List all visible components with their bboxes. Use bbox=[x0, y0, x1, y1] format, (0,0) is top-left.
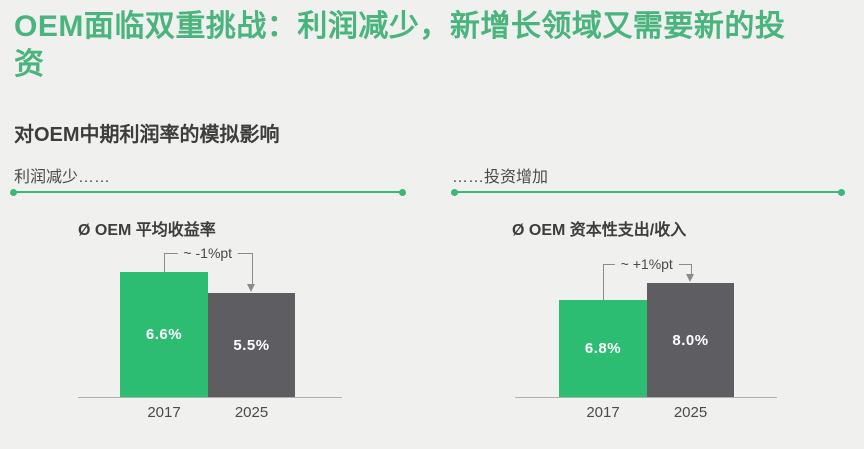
annotation-bracket-left-leg bbox=[603, 264, 604, 300]
divider-dot-right bbox=[399, 188, 406, 196]
annotation-bracket-left-leg bbox=[164, 253, 165, 272]
bar-2025: 8.0% bbox=[647, 283, 734, 397]
arrow-down-icon bbox=[686, 274, 694, 282]
chart-title-average-margin: Ø OEM 平均收益率 bbox=[78, 222, 216, 239]
annotation-label: ~ -1%pt bbox=[177, 244, 239, 262]
arrow-down-icon bbox=[247, 284, 255, 292]
divider-dot-left bbox=[451, 188, 458, 196]
x-axis-label-2025: 2025 bbox=[234, 404, 269, 421]
slide-subtitle: 对OEM中期利润率的模拟影响 bbox=[14, 124, 280, 146]
page-title: OEM面临双重挑战：利润减少，新增长领域又需要新的投资 bbox=[14, 10, 786, 81]
bar-value-label: 5.5% bbox=[233, 336, 270, 354]
section-label-profit-decline: 利润减少…… bbox=[14, 169, 111, 186]
bar-chart-average-margin: 6.6% 5.5% ~ -1%pt 2017 2025 bbox=[78, 244, 342, 421]
panel-investment-increase: ……投资增加 Ø OEM 资本性支出/收入 6.8% 8.0% ~ +1%pt … bbox=[432, 155, 864, 449]
divider-dot-left bbox=[10, 188, 17, 196]
panel-profit-decline: 利润减少…… Ø OEM 平均收益率 6.6% 5.5% ~ -1%pt 201… bbox=[0, 155, 432, 449]
annotation-bracket-right-leg bbox=[251, 253, 253, 284]
bar-2025: 5.5% bbox=[208, 293, 295, 397]
chart-title-capex-revenue: Ø OEM 资本性支出/收入 bbox=[512, 222, 687, 239]
annotation-label: ~ +1%pt bbox=[614, 255, 679, 273]
bar-2017: 6.8% bbox=[559, 300, 647, 397]
bar-value-label: 8.0% bbox=[672, 331, 709, 349]
section-divider-line bbox=[10, 188, 406, 196]
section-divider-line bbox=[451, 188, 845, 196]
bar-2017: 6.6% bbox=[120, 272, 208, 397]
divider-dot-right bbox=[838, 188, 845, 196]
x-axis-label-2017: 2017 bbox=[586, 404, 620, 421]
x-axis-label-2017: 2017 bbox=[147, 404, 181, 421]
bar-chart-capex-revenue: 6.8% 8.0% ~ +1%pt 2017 2025 bbox=[515, 245, 777, 421]
x-axis-label-2025: 2025 bbox=[673, 404, 708, 421]
annotation-bracket-right-leg bbox=[690, 264, 692, 274]
section-label-investment-increase: ……投资增加 bbox=[452, 169, 549, 186]
bar-value-label: 6.8% bbox=[584, 340, 622, 357]
bar-value-label: 6.6% bbox=[145, 326, 183, 343]
